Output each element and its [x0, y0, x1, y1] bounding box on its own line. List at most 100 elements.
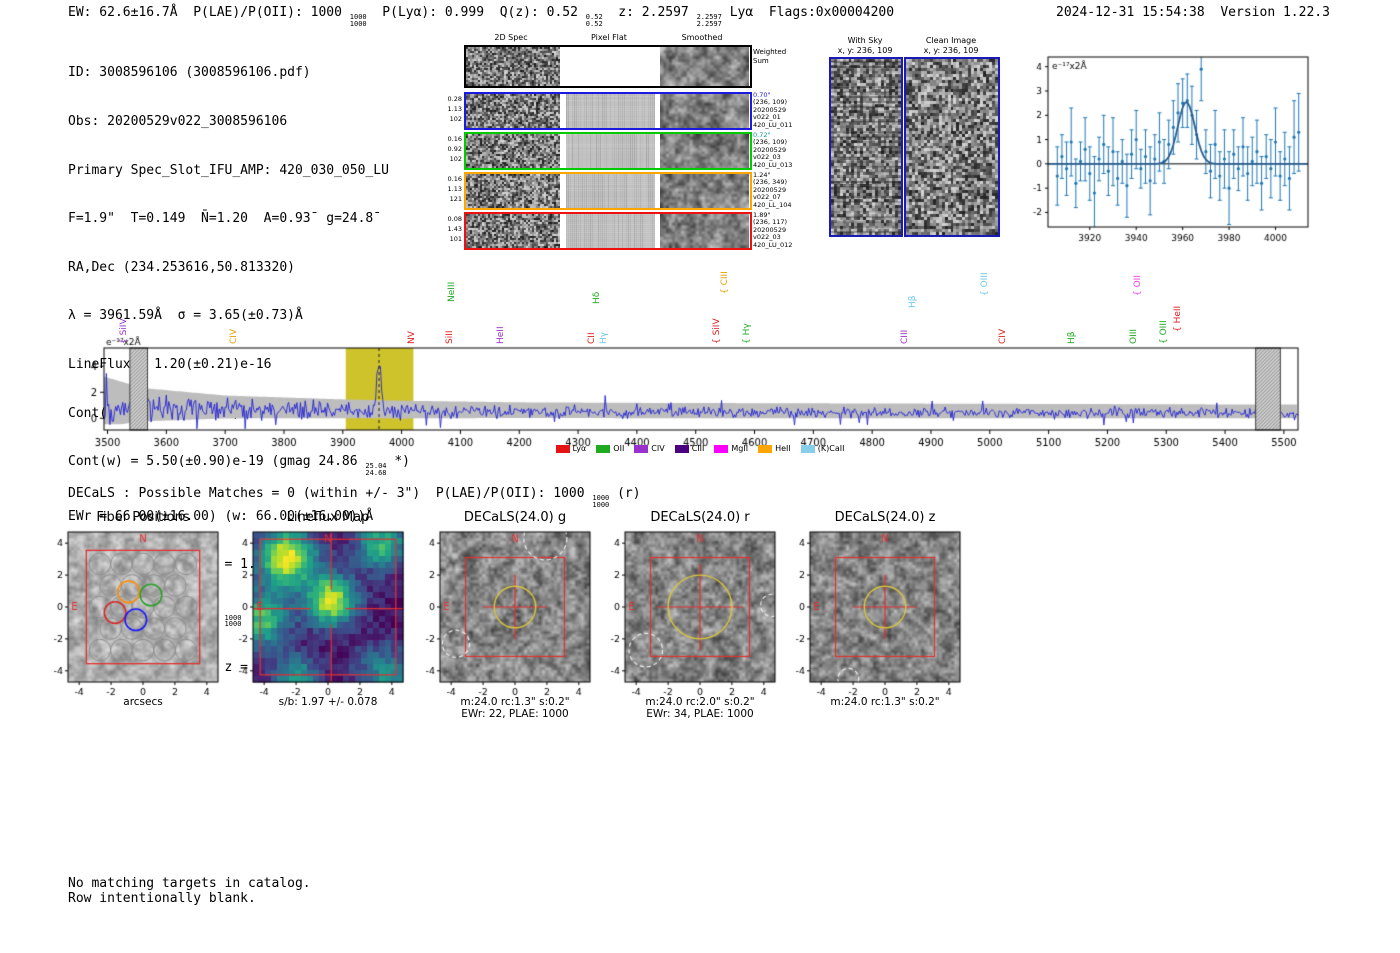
- legend-swatch: [674, 444, 689, 453]
- spec2d-col-title-1: Pixel Flat: [591, 33, 627, 42]
- decals-plae-fraction: 1000 1000: [592, 494, 610, 509]
- legend-label: Lyα: [572, 444, 587, 453]
- legend-swatch: [714, 444, 729, 453]
- spec2d-cell-r1c1: [566, 94, 655, 128]
- full-spectrum-plot: [60, 336, 1340, 466]
- plae-fraction: 1000 1000: [349, 13, 367, 28]
- spec2d-cell-r0c2: [660, 47, 749, 86]
- spec2d-cell-r1c0: [466, 94, 560, 128]
- line-label-SiIV: { SiIV: [118, 318, 129, 344]
- legend-swatch: [555, 444, 570, 453]
- spec2d-row-info-1: 0.70" (236, 109) 20200529 v022_01 420_LU_011: [753, 91, 793, 129]
- line-label-OIII: OIII: [1128, 328, 1139, 344]
- decals-z-title: DECaLS(24.0) z: [834, 510, 936, 525]
- plae-label: P(LAE)/P(OII): 1000: [193, 5, 350, 20]
- spec2d-cell-r3c0: [466, 174, 560, 208]
- legend-item-CIII: CIII: [674, 444, 705, 453]
- legend-swatch: [758, 444, 773, 453]
- legend-label: OII: [613, 444, 625, 453]
- line-label-SiIV: { SiIV: [712, 318, 723, 344]
- z-label: z: 2.2597: [602, 5, 697, 20]
- info-id: ID: 3008596106 (3008596106.pdf): [68, 65, 311, 81]
- spectrum-legend: Lyα OII CIV CIII MgII HeII (K)CaII: [420, 444, 980, 453]
- spec2d-cell-r3c2: [660, 174, 749, 208]
- legend-label: (K)CaII: [817, 444, 845, 453]
- decals-r-title: DECaLS(24.0) r: [650, 510, 750, 525]
- qz-fraction: 0.52 0.52: [585, 13, 603, 28]
- spec2d-cell-r4c2: [660, 214, 749, 248]
- spec2d-row-info-3: 1.24" (236, 349) 20200529 v022_07 420_LL_104: [753, 171, 792, 209]
- spec2d-col-title-0: 2D Spec: [494, 33, 528, 42]
- fiber-xlabel: arcsecs: [123, 696, 163, 708]
- decals-g-cutout: [414, 524, 600, 700]
- info-radec: RA,Dec (234.253616,50.813320): [68, 259, 295, 275]
- line-label-CIII: CIII: [899, 329, 910, 344]
- legend-label: CIII: [691, 444, 705, 453]
- spec2d-cell-r4c0: [466, 214, 560, 248]
- spec2d-cell-r0c0: [466, 47, 560, 86]
- spec2d-cell-r0c1: [566, 47, 655, 86]
- clean-xy: x, y: 236, 109: [923, 46, 979, 55]
- line-label-CIV: CIV: [998, 328, 1009, 344]
- spec2d-cell-r2c1: [566, 134, 655, 168]
- line-label-OII: { OII: [1132, 275, 1143, 296]
- lineflux-caption: s/b: 1.97 +/- 0.078: [278, 696, 378, 708]
- legend-label: CIV: [651, 444, 665, 453]
- lineflux-map-plot: [227, 524, 413, 700]
- legend-item-Lyα: Lyα: [555, 444, 587, 453]
- legend-item-CIV: CIV: [634, 444, 665, 453]
- legend-item-(K)CaII: (K)CaII: [800, 444, 845, 453]
- line-label-Hδ: Hδ: [592, 291, 603, 304]
- line-fit-plot: [1004, 50, 1316, 252]
- z-fraction: 2.2597 2.2597: [696, 13, 722, 28]
- decals-z-cutout: [784, 524, 970, 700]
- clean-image: [906, 59, 998, 235]
- summary-header: EW: 62.6±16.7Å P(LAE)/P(OII): 1000 1000 1…: [68, 5, 894, 27]
- line-label-Hγ: Hγ: [599, 331, 610, 344]
- spec2d-row-weights-4: 0.08 1.43 101: [447, 215, 462, 243]
- decals-header: DECaLS : Possible Matches = 0 (within +/…: [68, 486, 641, 509]
- legend-swatch: [634, 444, 649, 453]
- footer-line1: No matching targets in catalog.: [68, 876, 311, 891]
- spec2d-row-0: [464, 45, 752, 88]
- decals-r-cutout: [599, 524, 785, 700]
- spec2d-row-info-2: 0.72" (236, 109) 20200529 v022_03 420_LU_013: [753, 131, 793, 169]
- decals-g-title: DECaLS(24.0) g: [463, 510, 567, 525]
- footer-line2: Row intentionally blank.: [68, 891, 256, 906]
- line-label-HeII: { HeII: [1172, 305, 1183, 332]
- legend-item-MgII: MgII: [714, 444, 748, 453]
- legend-item-OII: OII: [596, 444, 624, 453]
- legend-swatch: [596, 444, 611, 453]
- line-label-HeII: HeII: [495, 326, 506, 344]
- spec2d-row-weights-2: 0.16 0.92 102: [447, 135, 462, 163]
- spec2d-row-3: [464, 172, 752, 210]
- legend-label: MgII: [731, 444, 749, 453]
- line-label-CIII: { CIII: [719, 271, 730, 294]
- legend-label: HeII: [775, 444, 791, 453]
- spec2d-row-1: [464, 92, 752, 130]
- decals-r-caption: m:24.0 rc:2.0" s:0.2": [645, 696, 755, 708]
- info-amp: Primary Spec_Slot_IFU_AMP: 420_030_050_L…: [68, 162, 389, 178]
- info-lambda: λ = 3961.59Å σ = 3.65(±0.73)Å: [68, 308, 303, 324]
- legend-swatch: [800, 444, 815, 453]
- spec2d-cell-r2c0: [466, 134, 560, 168]
- line-label-NeIII: NeIII: [447, 281, 458, 302]
- line-type-flags: Lyα Flags:0x00004200: [721, 5, 895, 20]
- weighted-sum-label: Weighted Sum: [753, 48, 787, 65]
- withsky-image-frame: [829, 57, 903, 237]
- decals-z-caption: m:24.0 rc:1.3" s:0.2": [830, 696, 940, 708]
- line-label-Hγ: { Hγ: [741, 323, 752, 344]
- legend-item-HeII: HeII: [758, 444, 791, 453]
- spec2d-cell-r2c2: [660, 134, 749, 168]
- line-label-Hβ: Hβ: [1067, 331, 1078, 344]
- spec2d-row-weights-3: 0.16 1.13 121: [447, 175, 462, 203]
- spec2d-col-title-2: Smoothed: [681, 33, 723, 42]
- lineflux-map-title: Lineflux Map: [286, 510, 370, 525]
- spec2d-row-weights-1: 0.28 1.13 102: [447, 95, 462, 123]
- ew-value: EW: 62.6±16.7Å: [68, 5, 194, 20]
- fiber-positions-plot: [42, 524, 228, 700]
- line-label-CIV: CIV: [229, 328, 240, 344]
- withsky-title: With Sky: [847, 36, 883, 45]
- spec2d-cell-r4c1: [566, 214, 655, 248]
